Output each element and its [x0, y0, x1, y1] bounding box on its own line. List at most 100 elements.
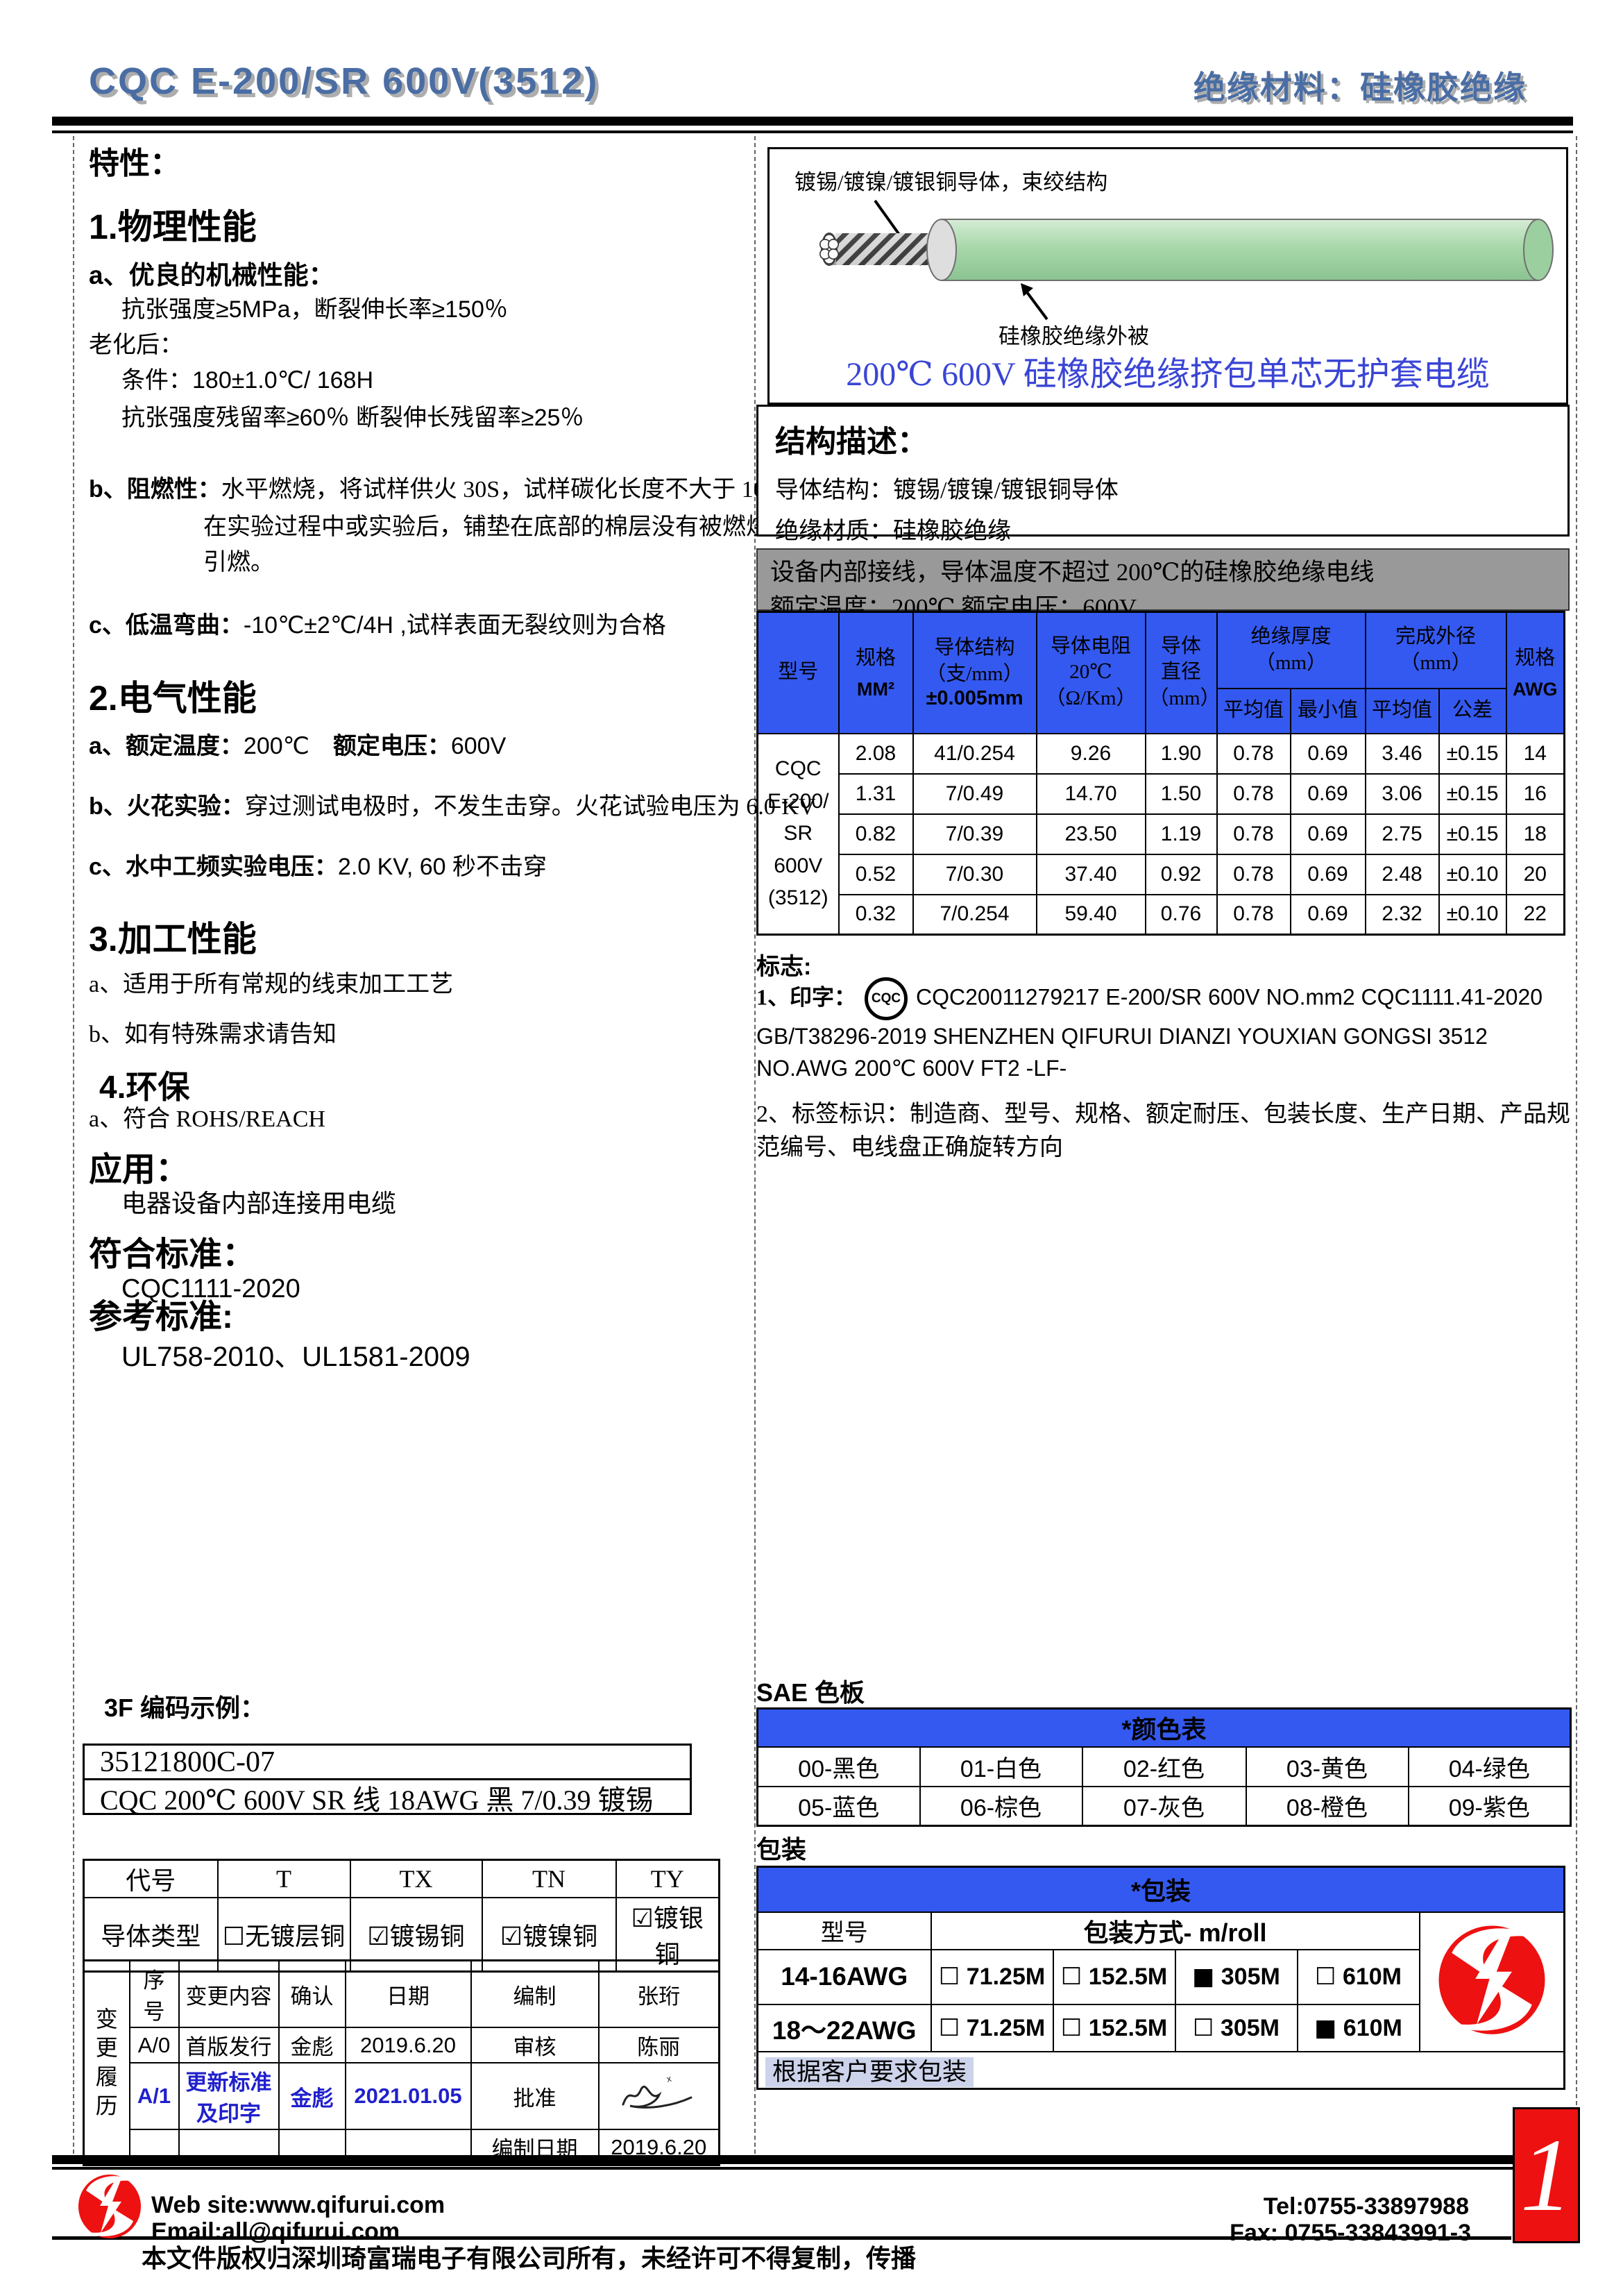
spec-cell: 41/0.254 — [912, 732, 1037, 775]
coding-desc: CQC 200℃ 600V SR 线 18AWG 黑 7/0.39 镀锡 — [100, 1784, 654, 1816]
spec-cell: ±0.10 — [1438, 893, 1507, 936]
code-cell-bare-copper-label: 无镀层铜 — [245, 1923, 346, 1950]
rev-a1-no: A/1 — [128, 2062, 180, 2130]
rated-voltage-title: 额定电压： — [332, 733, 451, 759]
env-heading: 4.环保 — [99, 1069, 190, 1105]
pack-note-row: 根据客户要求包装 — [756, 2050, 1565, 2089]
rev-h-date: 日期 — [344, 1959, 472, 2028]
spec-cell: 0.32 — [838, 893, 914, 936]
rev-a1-confirm: 金彪 — [278, 2062, 346, 2130]
spec-cell: 20 — [1505, 853, 1565, 895]
strand-circles — [819, 234, 840, 265]
code-cell-nickel-copper-label: 镀镍铜 — [522, 1923, 598, 1950]
rev-a0-confirm: 金彪 — [278, 2027, 346, 2063]
cold-bend-line: c、低温弯曲：-10℃±2℃/4H ,试样表面无裂纹则为合格 — [89, 611, 666, 641]
unchecked-box-icon: ☐ — [938, 1963, 960, 1991]
spark-test-text: 穿过测试电极时，不发生击穿。火花试验电压为 6.0 KV — [244, 794, 816, 820]
rev-a1-date: 2021.01.05 — [344, 2062, 472, 2130]
checked-checkbox-icon: ☑ — [500, 1923, 523, 1951]
cqc-mark-icon: CQC — [865, 977, 908, 1020]
footer-rule-thick — [52, 2155, 1573, 2164]
pack-row2-opt2: ☐ 152.5M — [1052, 2003, 1176, 2052]
rated-temp-value: 200℃ — [243, 733, 333, 759]
spec-h-size-label: 规格 — [855, 646, 896, 669]
rev-h-content: 变更内容 — [178, 1959, 280, 2028]
color-01-white: 01-白色 — [919, 1746, 1083, 1787]
color-08-orange: 08-橙色 — [1245, 1785, 1409, 1827]
pack-row1-model: 14-16AWG — [756, 1948, 932, 2005]
spec-cell: 16 — [1505, 773, 1565, 815]
spec-cell: 18 — [1505, 813, 1565, 855]
insulation-right-cap — [1523, 219, 1554, 281]
unchecked-box-icon: ☐ — [1315, 1963, 1336, 1991]
electrical-heading: 2.电气性能 — [89, 679, 257, 718]
svg-text:x: x — [665, 2074, 672, 2084]
marks-heading: 标志: — [756, 954, 812, 980]
spec-h-awg-unit: AWG — [1513, 678, 1558, 700]
footer-email[interactable]: Email:all@qifurui.com — [151, 2218, 400, 2245]
reference-heading: 参考标准: — [89, 1299, 233, 1335]
spec-h-size-unit: MM² — [857, 678, 894, 700]
unchecked-box-icon: ☐ — [1193, 2014, 1214, 2042]
company-logo-icon — [1438, 1925, 1545, 2034]
spec-cell: 0.69 — [1289, 853, 1366, 895]
usage-line1: 设备内部接线，导体温度不超过 200℃的硅橡胶绝缘电线 — [770, 559, 1375, 586]
revision-side-label: 变 更 履 历 — [83, 1959, 130, 2166]
spec-cell: 59.40 — [1035, 893, 1146, 936]
spec-cell: 2.32 — [1364, 893, 1440, 936]
spec-cell: 0.69 — [1289, 732, 1366, 775]
color-00-black: 00-黑色 — [756, 1746, 921, 1787]
footer-bottom-rule — [52, 2236, 1511, 2240]
unchecked-box-icon: ☐ — [1060, 1963, 1082, 1991]
spec-h-avg1: 平均值 — [1216, 687, 1291, 734]
rated-temp-title: a、额定温度： — [89, 733, 244, 759]
spec-table: 型号 规格 MM² 导体结构 （支/mm） ±0.005mm 导体电阻 20℃ … — [756, 611, 1566, 936]
spark-test-title: b、火花实验： — [89, 793, 245, 820]
spec-h-tol: 公差 — [1438, 687, 1507, 734]
pack-note: 根据客户要求包装 — [765, 2057, 974, 2087]
color-06-brown: 06-棕色 — [919, 1785, 1083, 1827]
code-header-2: TX — [349, 1859, 483, 1898]
page-border-right — [1576, 136, 1577, 2154]
company-logo-icon — [78, 2175, 141, 2238]
physical-tensile: 抗张强度≥5MPa，断裂伸长率≥150％ — [121, 296, 508, 323]
pack-row2-model: 18～22AWG — [756, 2003, 932, 2052]
spec-cell: 23.50 — [1035, 813, 1146, 855]
structure-box: 结构描述： 导体结构：镀锡/镀镍/镀银铜导体 绝缘材质：硅橡胶绝缘 — [756, 405, 1570, 544]
revision-table: 变 更 履 历 序号 变更内容 确认 日期 编制 张珩 A/0 首版发行 金彪 … — [83, 1959, 720, 2166]
rev-role-review: 审核 — [470, 2027, 600, 2063]
rated-temp-line: a、额定温度：200℃ 额定电压：600V — [89, 732, 506, 761]
spark-test-line: b、火花实验：穿过测试电极时，不发生击穿。火花试验电压为 6.0 KV — [89, 792, 815, 822]
code-header-4: TY — [615, 1859, 720, 1898]
pack-row2-opt4: ■ 610M — [1296, 2003, 1420, 2052]
pack-opt-label: 71.25M — [966, 2014, 1046, 2041]
spec-h-od: 完成外径 （mm） — [1364, 611, 1507, 689]
cold-bend-title: c、低温弯曲： — [89, 612, 244, 639]
spec-cell: 0.78 — [1216, 773, 1291, 815]
spec-h-resistance: 导体电阻 20℃ （Ω/Km） — [1035, 611, 1146, 734]
spec-cell: 3.46 — [1364, 732, 1440, 775]
page-border-left — [73, 136, 74, 2154]
spec-h-avg2: 平均值 — [1364, 687, 1440, 734]
code-cell-tinned-copper-label: 镀锡铜 — [389, 1923, 465, 1950]
insulation-arrow-line — [1023, 288, 1048, 321]
unchecked-box-icon: ☐ — [1060, 2014, 1082, 2042]
spec-cell: 0.78 — [1216, 893, 1291, 936]
processing-heading: 3.加工性能 — [89, 920, 257, 959]
spec-h-awg: 规格 AWG — [1505, 611, 1565, 734]
rev-a0-content: 首版发行 — [178, 2027, 280, 2063]
pack-row1-opt4: ☐ 610M — [1296, 1948, 1420, 2005]
structure-line1: 导体结构：镀锡/镀镍/镀银铜导体 — [775, 478, 1119, 503]
color-05-blue: 05-蓝色 — [756, 1785, 921, 1827]
spec-cell: 1.19 — [1144, 813, 1218, 855]
physical-heading: 1.物理性能 — [89, 208, 257, 246]
spec-cell: 0.76 — [1144, 893, 1218, 936]
conductor-code-table: 代号 T TX TN TY 导体类型 ☐无镀层铜 ☑镀锡铜 ☑镀镍铜 ☑镀银铜 — [83, 1859, 720, 1973]
conductor-label: 镀锡/镀镍/镀银铜导体，束绞结构 — [794, 170, 1107, 194]
insulation-label: 硅橡胶绝缘外被 — [999, 324, 1149, 348]
spec-cell: 7/0.39 — [912, 813, 1037, 855]
footer-website[interactable]: Web site:www.qifurui.com — [151, 2192, 445, 2218]
pack-row1-opt2: ☐ 152.5M — [1052, 1948, 1176, 2005]
sae-color-table: *颜色表 00-黑色 01-白色 02-红色 03-黄色 04-绿色 05-蓝色… — [756, 1707, 1572, 1827]
spec-cell: 0.78 — [1216, 813, 1291, 855]
